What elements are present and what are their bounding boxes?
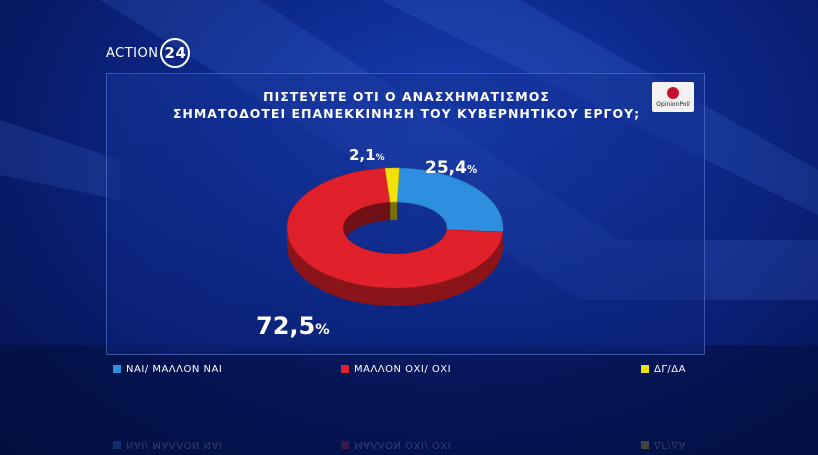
slice-inner-wall-no: [343, 202, 391, 246]
legend-reflection-yes: ΝΑΙ/ ΜΑΛΛΟΝ ΝΑΙ: [113, 438, 222, 452]
chart-title-line-1: ΠΙΣΤΕΥΕΤΕ ΟΤΙ Ο ΑΝΑΣΧΗΜΑΤΙΣΜΟΣ: [263, 89, 550, 104]
legend-reflection-label-dk: ΔΓ/ΔΑ: [654, 439, 686, 451]
slice-percent-no: %: [315, 322, 330, 338]
slice-wall-no: [287, 228, 503, 307]
slice-value-dk: 2,1: [349, 146, 376, 164]
slice-inner-wall-dk: [390, 202, 398, 221]
pollster-logo-text: OpinionPoll: [656, 100, 690, 108]
slice-dk: [384, 167, 400, 203]
legend-label-dk: ΔΓ/ΔΑ: [654, 363, 686, 375]
pollster-logo-dot: [667, 86, 679, 99]
legend-item-dk: ΔΓ/ΔΑ: [641, 362, 686, 376]
slice-percent-yes: %: [466, 165, 478, 176]
slice-label-no: 72,5%: [256, 312, 330, 340]
pollster-logo: OpinionPoll: [652, 82, 694, 112]
slice-value-yes: 25,4: [425, 158, 467, 178]
chart-panel: ΠΙΣΤΕΥΕΤΕ ΟΤΙ Ο ΑΝΑΣΧΗΜΑΤΙΣΜΟΣ ΣΗΜΑΤΟΔΟΤ…: [106, 73, 705, 355]
legend-label-no: ΜΑΛΛΟΝ ΟΧΙ/ ΟΧΙ: [354, 363, 452, 375]
channel-logo-name: ACTION: [106, 45, 159, 61]
legend-reflection-label-no: ΜΑΛΛΟΝ ΟΧΙ/ ΟΧΙ: [354, 439, 452, 451]
slice-yes: [396, 167, 504, 233]
legend-swatch-no: [341, 365, 349, 373]
chart-title-line-2: ΣΗΜΑΤΟΔΟΤΕΙ ΕΠΑΝΕΚΚΙΝΗΣΗ ΤΟΥ ΚΥΒΕΡΝΗΤΙΚΟ…: [172, 106, 641, 121]
legend-reflection-dk: ΔΓ/ΔΑ: [641, 438, 686, 452]
slice-label-dk: 2,1%: [349, 146, 385, 164]
slice-label-yes: 25,4%: [425, 158, 477, 178]
legend-reflection-swatch-yes: [113, 441, 121, 449]
legend-reflection-swatch-no: [341, 441, 349, 449]
slice-percent-dk: %: [375, 153, 385, 163]
channel-logo-number: 24: [160, 38, 191, 68]
chart-title: ΠΙΣΤΕΥΕΤΕ ΟΤΙ Ο ΑΝΑΣΧΗΜΑΤΙΣΜΟΣ ΣΗΜΑΤΟΔΟΤ…: [107, 88, 706, 122]
slice-value-no: 72,5: [256, 312, 316, 340]
slice-no: [286, 167, 504, 289]
channel-logo: ACTION 24: [106, 38, 191, 68]
legend-reflection-no: ΜΑΛΛΟΝ ΟΧΙ/ ΟΧΙ: [341, 438, 451, 452]
legend-swatch-dk: [641, 365, 649, 373]
legend-reflection-swatch-dk: [641, 441, 649, 449]
legend-reflection-label-yes: ΝΑΙ/ ΜΑΛΛΟΝ ΝΑΙ: [126, 439, 223, 451]
legend-label-yes: ΝΑΙ/ ΜΑΛΛΟΝ ΝΑΙ: [126, 363, 223, 375]
legend-item-no: ΜΑΛΛΟΝ ΟΧΙ/ ΟΧΙ: [341, 362, 451, 376]
legend-item-yes: ΝΑΙ/ ΜΑΛΛΟΝ ΝΑΙ: [113, 362, 222, 376]
legend-swatch-yes: [113, 365, 121, 373]
